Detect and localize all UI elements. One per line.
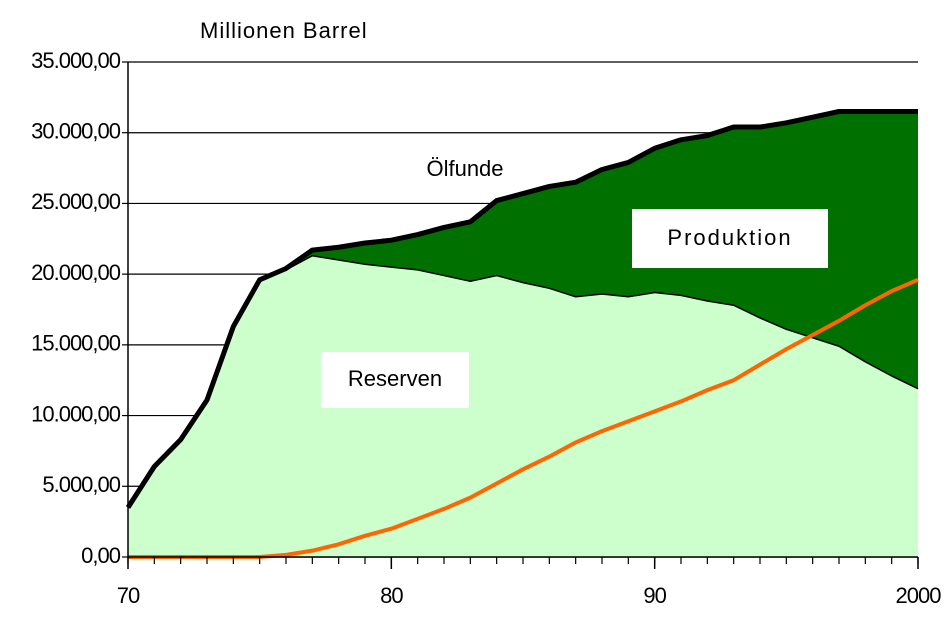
- series-label: Reserven: [348, 366, 442, 391]
- label-box: [321, 352, 469, 408]
- x-tick-label: 80: [380, 583, 403, 608]
- y-tick-label: 20.000,00: [31, 260, 121, 285]
- y-axis-label: Millionen Barrel: [200, 18, 368, 43]
- line: [127, 255, 919, 508]
- series-label: Produktion: [667, 225, 792, 250]
- y-tick-label: 10.000,00: [31, 401, 121, 426]
- y-tick-label: 15.000,00: [31, 331, 121, 356]
- y-tick-label: 35.000,00: [31, 48, 121, 73]
- area: [128, 255, 918, 557]
- y-tick-label: 25.000,00: [31, 189, 121, 214]
- y-tick-label: 0,00: [81, 543, 121, 568]
- x-tick-label: 90: [643, 583, 666, 608]
- y-tick-label: 30.000,00: [31, 119, 121, 144]
- series-label: Ölfunde: [426, 156, 503, 181]
- x-tick-label: 2000: [896, 583, 942, 608]
- x-tick-label: 70: [117, 583, 140, 608]
- y-tick-label: 5.000,00: [42, 472, 120, 497]
- label-box: [632, 209, 828, 268]
